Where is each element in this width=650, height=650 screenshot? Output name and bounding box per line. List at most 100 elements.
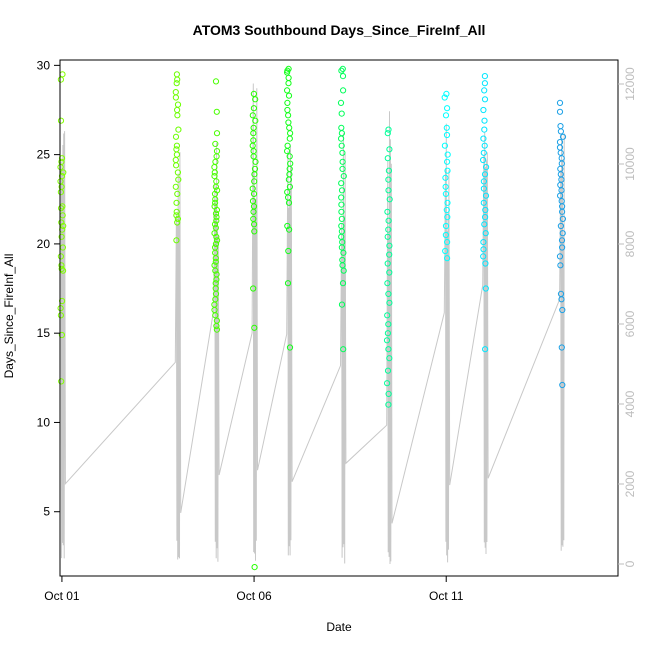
data-point	[284, 280, 292, 287]
data-point	[442, 183, 449, 190]
data-point	[212, 196, 219, 203]
data-point	[386, 146, 393, 153]
data-point	[385, 167, 392, 174]
data-point	[213, 108, 220, 115]
series-line	[60, 83, 565, 565]
data-point	[286, 183, 293, 190]
data-point	[285, 199, 293, 206]
data-point	[213, 206, 220, 214]
data-point	[384, 330, 391, 337]
data-point	[385, 126, 392, 133]
data-point	[384, 312, 391, 319]
data-point	[173, 146, 180, 153]
data-point	[213, 214, 220, 221]
data-point	[338, 180, 345, 187]
data-point	[444, 167, 451, 174]
data-point	[340, 173, 347, 180]
data-point	[482, 285, 489, 292]
data-point	[480, 185, 487, 192]
data-point	[174, 106, 181, 114]
data-point	[212, 158, 219, 165]
data-point	[482, 260, 489, 267]
data-point	[558, 187, 565, 194]
data-point	[58, 265, 65, 272]
data-point	[557, 123, 564, 130]
data-point	[57, 189, 65, 196]
data-point	[213, 217, 220, 224]
data-point	[286, 124, 293, 131]
y2-tick-label: 12000	[623, 67, 637, 101]
data-point	[558, 296, 565, 303]
x-tick-label: Oct 11	[429, 589, 464, 603]
data-point	[175, 176, 182, 183]
data-point	[385, 217, 392, 224]
data-point	[482, 192, 490, 199]
y-tick-label: 30	[37, 58, 51, 72]
data-point	[384, 130, 391, 137]
data-point	[251, 228, 258, 235]
x-tick-label: Oct 06	[236, 589, 272, 603]
data-point	[482, 346, 489, 353]
data-point	[559, 133, 567, 140]
y-axis-label: Days_Since_FireInf_All	[2, 254, 16, 379]
data-point	[339, 165, 346, 172]
data-point	[173, 151, 180, 158]
data-point	[444, 255, 451, 262]
data-point	[251, 221, 258, 228]
y2-tick-label: 4000	[623, 390, 637, 417]
data-point	[174, 215, 181, 222]
data-point	[444, 214, 451, 221]
data-point	[212, 210, 220, 217]
data-point	[557, 192, 564, 199]
data-point	[386, 299, 393, 306]
x-tick-label: Oct 01	[44, 589, 80, 603]
data-point	[250, 153, 257, 160]
y2-tick-label: 6000	[623, 310, 637, 337]
data-point	[172, 156, 179, 164]
data-point	[174, 76, 181, 83]
data-point	[173, 208, 180, 215]
data-point	[58, 331, 66, 339]
data-point	[442, 174, 449, 181]
data-point	[212, 224, 219, 231]
data-point	[172, 183, 179, 190]
data-point	[338, 301, 346, 308]
data-point	[172, 94, 179, 101]
data-point	[481, 96, 489, 103]
data-point	[339, 158, 346, 165]
data-point	[286, 135, 293, 142]
data-point	[173, 162, 180, 169]
data-point	[285, 74, 292, 82]
data-point	[443, 131, 451, 139]
data-point	[173, 212, 180, 219]
data-point	[338, 110, 345, 117]
data-point	[285, 119, 292, 126]
data-point	[559, 208, 566, 215]
data-point	[250, 105, 257, 112]
data-point	[441, 142, 448, 149]
data-point	[286, 153, 293, 160]
data-point	[252, 96, 259, 103]
data-point	[481, 221, 488, 228]
data-point	[250, 285, 257, 292]
data-point	[384, 367, 392, 374]
data-point	[251, 171, 258, 178]
data-point	[559, 244, 566, 251]
data-point	[386, 242, 393, 249]
data-point	[481, 87, 488, 94]
data-point	[482, 230, 489, 237]
y2-tick-label: 0	[623, 560, 637, 567]
data-point	[480, 246, 487, 253]
data-point	[480, 199, 487, 206]
data-point	[174, 112, 181, 119]
y2-tick-label: 2000	[623, 470, 637, 497]
data-point	[58, 262, 65, 269]
data-point	[173, 199, 180, 206]
data-point	[557, 222, 565, 230]
data-point	[441, 94, 448, 101]
data-point	[284, 87, 291, 94]
data-point	[252, 117, 259, 124]
data-point	[59, 71, 66, 78]
y-axis: 5 10 15 20 25 30	[37, 58, 60, 519]
x-axis: Oct 01 Oct 06 Oct 11	[44, 575, 464, 603]
